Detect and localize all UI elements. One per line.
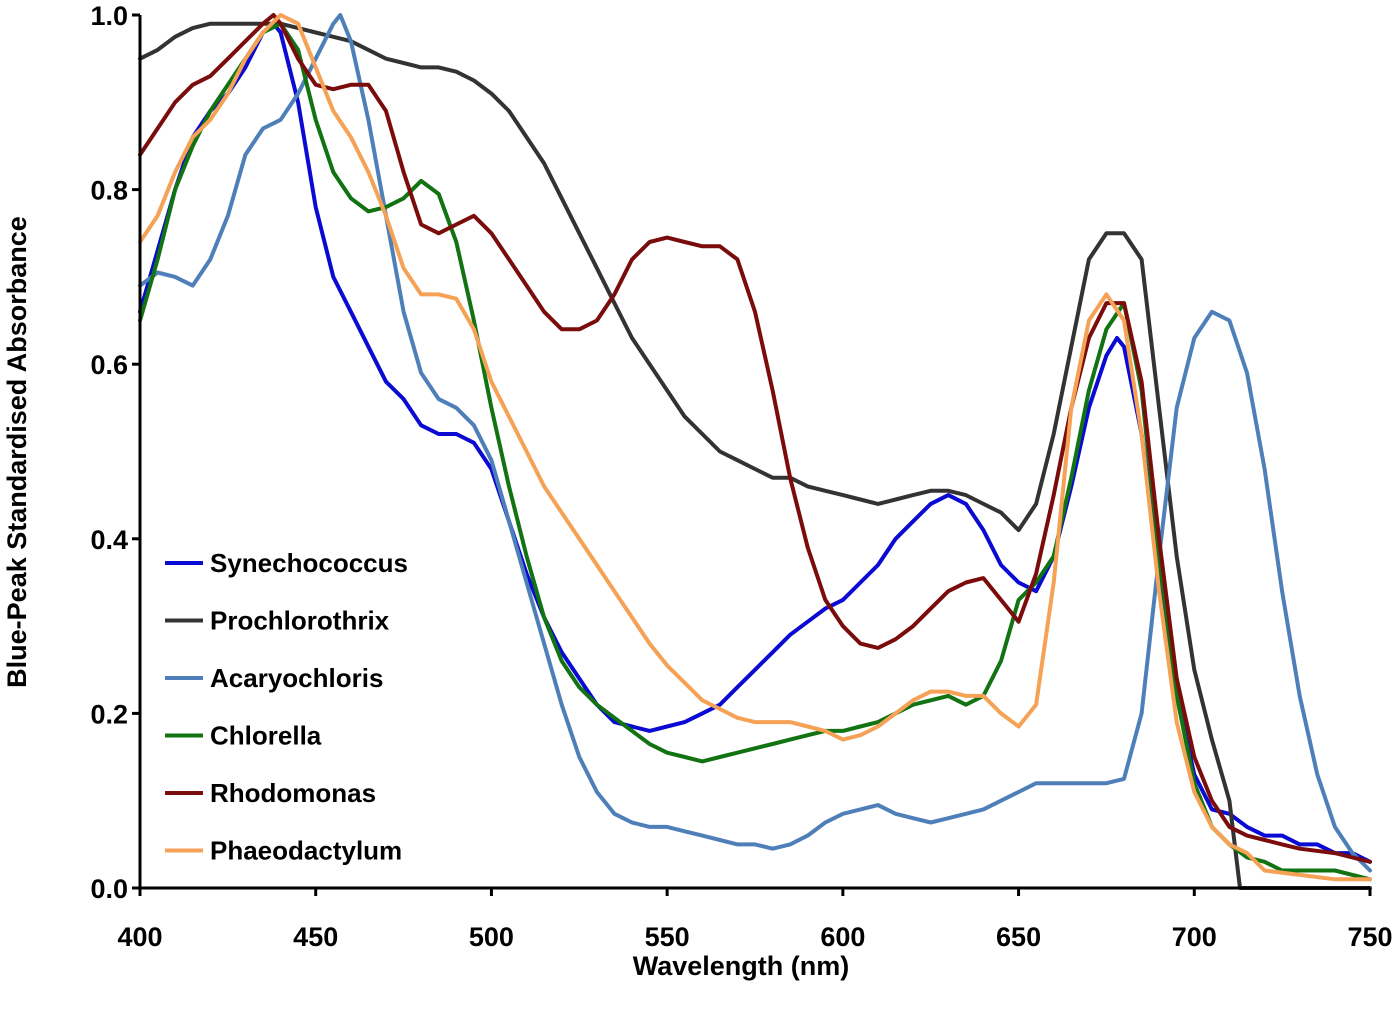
y-tick-label: 0.6 [90, 350, 128, 380]
series-line-acaryochloris [138, 13, 1372, 873]
legend-label: Phaeodactylum [210, 836, 402, 866]
x-tick-label: 750 [1347, 922, 1392, 952]
series-line-prochlorothrix [138, 21, 1372, 890]
x-tick-label: 650 [996, 922, 1041, 952]
x-tick-label: 550 [645, 922, 690, 952]
x-tick-label: 400 [117, 922, 162, 952]
legend: Synechococcus Prochlorothrix Acaryochloris… [165, 548, 408, 866]
legend-label: Synechococcus [210, 548, 408, 578]
legend-label: Rhodomonas [210, 778, 376, 808]
y-tick-label: 0.4 [90, 525, 128, 555]
y-axis-title: Blue-Peak Standardised Absorbance [2, 216, 32, 688]
x-axis-title: Wavelength (nm) [633, 951, 850, 981]
y-tick-label: 0.0 [90, 874, 128, 904]
x-tick-label: 500 [469, 922, 514, 952]
legend-label: Chlorella [210, 721, 322, 751]
y-tick-label: 1.0 [90, 1, 128, 31]
legend-label: Acaryochloris [210, 663, 383, 693]
y-tick-label: 0.8 [90, 176, 128, 206]
x-tick-label: 600 [820, 922, 865, 952]
series-line-phaeodactylum [138, 13, 1372, 882]
series-layer [138, 13, 1372, 890]
legend-label: Prochlorothrix [210, 606, 390, 636]
axes-layer: 400 450 500 550 600 650 700 750 0.0 0.2 0.4 0.6 0.8 1… [90, 1, 1392, 952]
y-tick-label: 0.2 [90, 699, 128, 729]
x-tick-label: 450 [293, 922, 338, 952]
x-tick-label: 700 [1172, 922, 1217, 952]
